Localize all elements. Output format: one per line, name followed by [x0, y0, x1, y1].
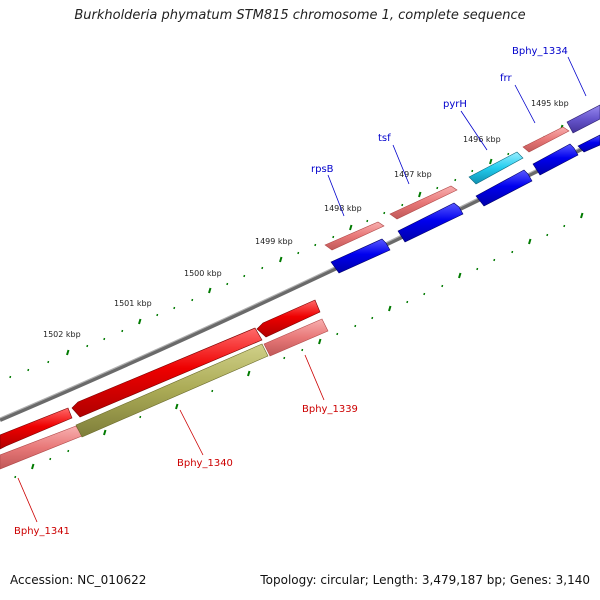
kbp-label: 1501 kbp [114, 299, 152, 308]
kbp-label: 1495 kbp [531, 99, 569, 108]
gene-label-Bphy_1340: Bphy_1340 [177, 458, 233, 469]
cds-arrow-pyrH [475, 169, 533, 207]
reverse-features [0, 318, 329, 470]
gene-labels: Bphy_1334 frr pyrH tsf rpsB Bphy_1339 Bp… [14, 46, 568, 537]
reverse-cds-arrows [0, 299, 321, 450]
cds-arrow-rpsB [330, 238, 391, 274]
scale-labels: 1495 kbp 1496 kbp 1497 kbp 1498 kbp 1499… [43, 99, 569, 339]
gene-label-rpsB: rpsB [311, 164, 334, 175]
cds-arrow-Bphy_1341 [0, 407, 73, 450]
forward-cds-arrows [330, 104, 600, 274]
leader-lines [17, 56, 587, 523]
kbp-label: 1496 kbp [463, 135, 501, 144]
kbp-label: 1498 kbp [324, 204, 362, 213]
gene-label-Bphy_1334: Bphy_1334 [512, 46, 568, 57]
kbp-label: 1497 kbp [394, 170, 432, 179]
inner-tick-marks [14, 212, 584, 479]
gene-feature-rpsB [324, 221, 385, 251]
gene-label-pyrH: pyrH [443, 99, 467, 110]
map-title: Burkholderia phymatum STM815 chromosome … [74, 8, 526, 23]
cds-arrow-frr [532, 143, 579, 176]
cds-arrow-Bphy_1334 [566, 104, 600, 134]
gene-feature-Bphy_1340 [75, 343, 269, 438]
cds-arrow-Bphy_1339 [256, 299, 321, 338]
kbp-label: 1502 kbp [43, 330, 81, 339]
genome-summary-text: Topology: circular; Length: 3,479,187 bp… [260, 573, 590, 587]
forward-pink-features [324, 126, 570, 251]
accession-text: Accession: NC_010622 [10, 573, 147, 587]
gene-feature-Bphy_1339 [263, 318, 329, 357]
gene-feature-frr [522, 126, 570, 153]
cds-arrow-tsf [397, 202, 464, 243]
outer-tick-marks [9, 124, 564, 379]
gene-label-Bphy_1341: Bphy_1341 [14, 526, 70, 537]
cds-arrow-Bphy_1340 [71, 327, 263, 418]
kbp-label: 1499 kbp [255, 237, 293, 246]
gene-feature-tsf [389, 185, 458, 220]
cds-arrow-Bphy_1334-b [577, 134, 600, 153]
gene-label-Bphy_1339: Bphy_1339 [302, 404, 358, 415]
kbp-label: 1500 kbp [184, 269, 222, 278]
gene-label-tsf: tsf [378, 133, 391, 144]
gene-label-frr: frr [500, 73, 512, 84]
cds-arrow-pyrH-cyan [468, 151, 524, 185]
